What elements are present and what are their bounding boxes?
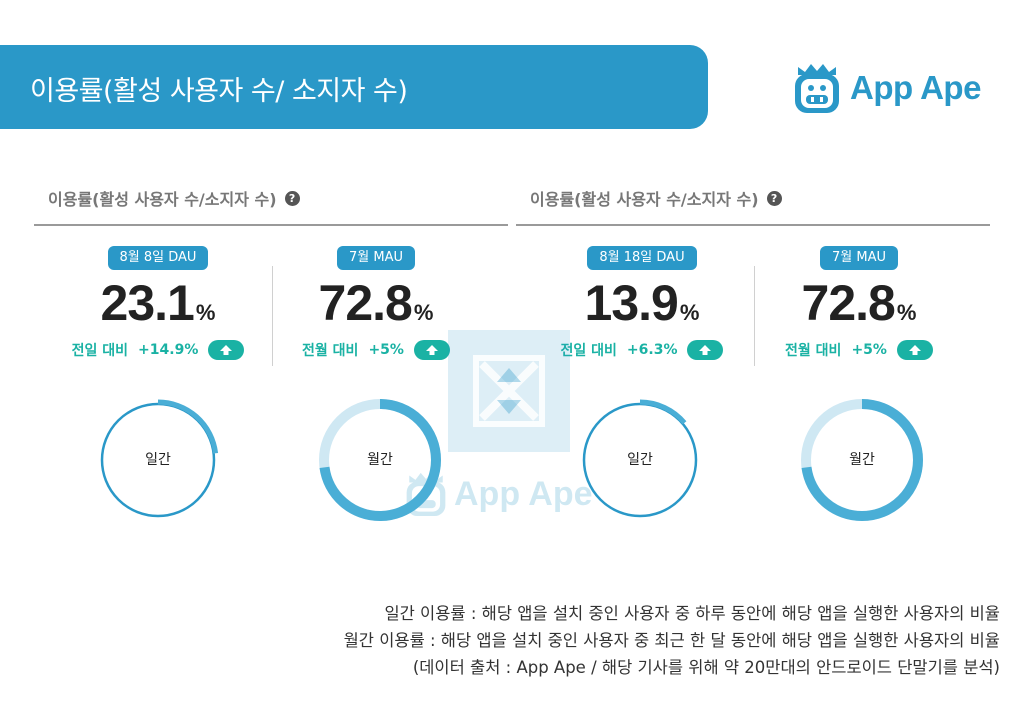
change-value: +5%: [851, 342, 887, 358]
metric-unit: %: [195, 300, 216, 325]
metric-divider: [754, 266, 755, 366]
section-title-text: 이용률(활성 사용자 수/소지자 수): [48, 190, 277, 209]
date-badge: 7월 MAU: [337, 246, 415, 270]
arrow-up-icon: [687, 340, 724, 360]
date-badge: 8월 8일 DAU: [107, 246, 209, 270]
comparison-label: 전월 대비: [785, 343, 842, 359]
metric-number: 72.8: [801, 275, 896, 331]
donut-monthly-1: 월간: [318, 398, 442, 522]
section-title-text: 이용률(활성 사용자 수/소지자 수): [530, 190, 759, 209]
comparison-row: 전월 대비 +5%: [276, 340, 476, 360]
donut-ring: [97, 399, 219, 521]
metric-value: 13.9%: [542, 276, 742, 330]
change-value: +14.9%: [138, 342, 199, 358]
metric-unit: %: [896, 300, 917, 325]
donut-label: 월간: [849, 452, 875, 468]
footnote-data-source: (데이터 출처 : App Ape / 해당 기사를 위해 약 20만대의 안드…: [412, 658, 1000, 677]
donut-label: 월간: [367, 452, 393, 468]
watermark-arrows-icon: [473, 355, 545, 427]
usage-rate-section-1: 이용률(활성 사용자 수/소지자 수) ?: [34, 184, 508, 226]
question-circle-icon[interactable]: ?: [766, 190, 782, 206]
donut-label: 일간: [627, 452, 653, 468]
donut-daily-2: 일간: [578, 398, 702, 522]
comparison-label: 전월 대비: [302, 343, 359, 359]
watermark-logo: App Ape: [404, 470, 593, 518]
donut-ring: [801, 399, 923, 521]
donut-ring: [319, 399, 441, 521]
metric-dau-1: 8월 8일 DAU 23.1% 전일 대비 +14.9%: [58, 246, 258, 360]
metric-unit: %: [413, 300, 434, 325]
footnote-daily-definition: 일간 이용률 : 해당 앱을 설치 중인 사용자 중 하루 동안에 해당 앱을 …: [384, 604, 1000, 623]
section-title: 이용률(활성 사용자 수/소지자 수) ?: [34, 184, 508, 212]
page-title: 이용률(활성 사용자 수/ 소지자 수): [30, 76, 408, 107]
header-banner: 이용률(활성 사용자 수/ 소지자 수): [0, 45, 708, 129]
metric-number: 72.8: [318, 275, 413, 331]
change-value: +6.3%: [626, 342, 678, 358]
comparison-row: 전월 대비 +5%: [759, 340, 959, 360]
footnotes: 일간 이용률 : 해당 앱을 설치 중인 사용자 중 하루 동안에 해당 앱을 …: [344, 600, 1000, 681]
comparison-row: 전일 대비 +6.3%: [542, 340, 742, 360]
donut-daily-1: 일간: [96, 398, 220, 522]
metric-mau-2: 7월 MAU 72.8% 전월 대비 +5%: [759, 246, 959, 360]
donut-label: 일간: [145, 452, 171, 468]
donut-ring: [579, 399, 701, 521]
arrow-up-icon: [208, 340, 245, 360]
arrow-up-icon: [896, 340, 933, 360]
metric-value: 72.8%: [276, 276, 476, 330]
metric-number: 13.9: [584, 275, 679, 331]
metric-mau-1: 7월 MAU 72.8% 전월 대비 +5%: [276, 246, 476, 360]
comparison-label: 전일 대비: [71, 343, 129, 359]
metric-value: 72.8%: [759, 276, 959, 330]
app-ape-logo[interactable]: App Ape: [792, 60, 981, 116]
footnote-monthly-definition: 월간 이용률 : 해당 앱을 설치 중인 사용자 중 최근 한 달 동안에 해당…: [343, 631, 1000, 650]
watermark-box: [448, 330, 570, 452]
watermark-text: App Ape: [454, 474, 593, 513]
arrow-up-icon: [413, 340, 450, 360]
metric-unit: %: [679, 300, 700, 325]
app-ape-monkey-icon: [795, 64, 839, 113]
donut-monthly-2: 월간: [800, 398, 924, 522]
question-circle-icon[interactable]: ?: [284, 190, 300, 206]
metric-number: 23.1: [100, 275, 195, 331]
comparison-row: 전일 대비 +14.9%: [58, 340, 258, 360]
metric-divider: [272, 266, 273, 366]
change-value: +5%: [368, 342, 404, 358]
section-divider: [516, 224, 990, 226]
date-badge: 7월 MAU: [820, 246, 898, 270]
metric-value: 23.1%: [58, 276, 258, 330]
usage-rate-section-2: 이용률(활성 사용자 수/소지자 수) ?: [516, 184, 990, 226]
date-badge: 8월 18일 DAU: [587, 246, 697, 270]
section-divider: [34, 224, 508, 226]
brand-name: App Ape: [850, 69, 981, 106]
metric-dau-2: 8월 18일 DAU 13.9% 전일 대비 +6.3%: [542, 246, 742, 360]
section-title: 이용률(활성 사용자 수/소지자 수) ?: [516, 184, 990, 212]
comparison-label: 전일 대비: [560, 343, 617, 359]
